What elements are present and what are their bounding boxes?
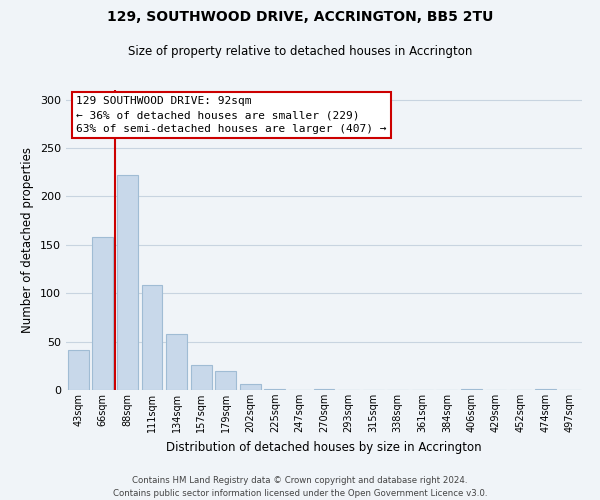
Bar [461,389,482,390]
Bar [314,389,334,390]
Bar [265,389,286,390]
Text: 129 SOUTHWOOD DRIVE: 92sqm
← 36% of detached houses are smaller (229)
63% of sem: 129 SOUTHWOOD DRIVE: 92sqm ← 36% of deta… [76,96,387,134]
Bar [535,389,556,390]
Text: Contains HM Land Registry data © Crown copyright and database right 2024.
Contai: Contains HM Land Registry data © Crown c… [113,476,487,498]
Text: 129, SOUTHWOOD DRIVE, ACCRINGTON, BB5 2TU: 129, SOUTHWOOD DRIVE, ACCRINGTON, BB5 2T… [107,10,493,24]
Bar [92,237,113,390]
Text: Size of property relative to detached houses in Accrington: Size of property relative to detached ho… [128,45,472,58]
Bar [215,370,236,390]
X-axis label: Distribution of detached houses by size in Accrington: Distribution of detached houses by size … [166,440,482,454]
Bar [117,175,138,390]
Bar [142,284,163,390]
Bar [166,334,187,390]
Bar [240,384,261,390]
Bar [191,365,212,390]
Y-axis label: Number of detached properties: Number of detached properties [22,147,34,333]
Bar [68,350,89,390]
